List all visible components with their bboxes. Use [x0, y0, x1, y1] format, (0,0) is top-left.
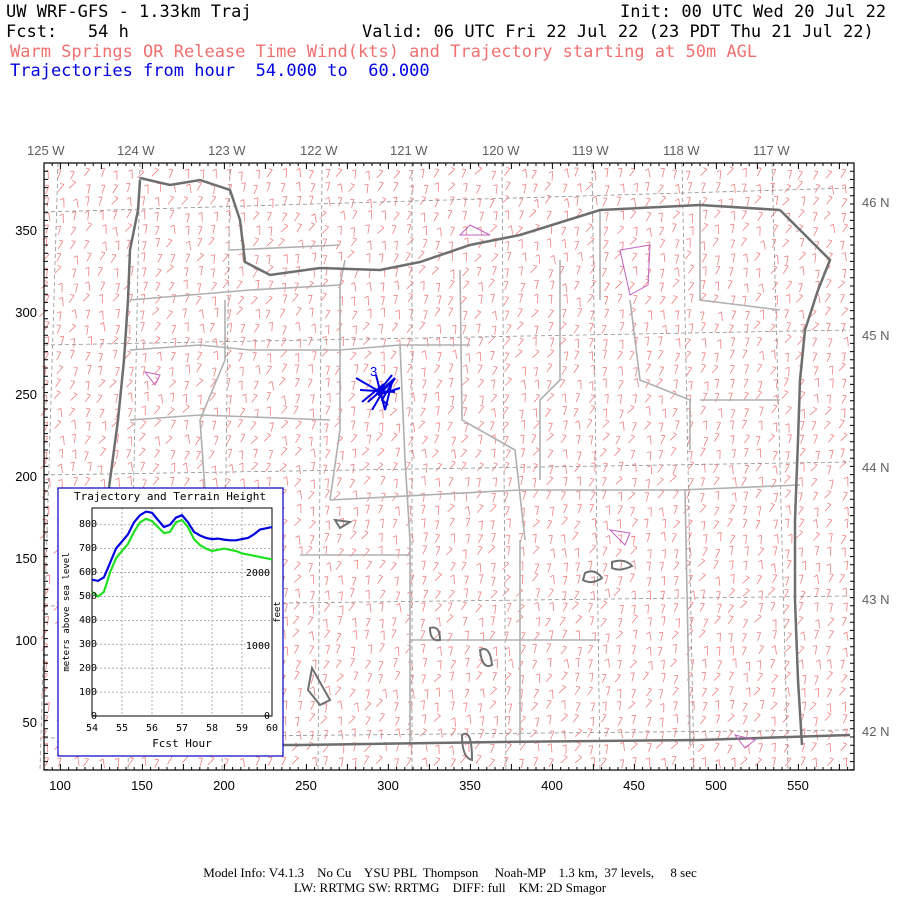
- inset-y-tick: 400: [79, 615, 97, 626]
- inset-y2-tick: 1000: [246, 641, 270, 652]
- y-tick-label: 150: [15, 551, 37, 566]
- lon-label: 119 W: [572, 143, 609, 158]
- inset-y2-axis-title: feet: [273, 601, 283, 623]
- lon-label: 123 W: [208, 143, 246, 158]
- lakes: [306, 518, 634, 762]
- x-tick-label: 250: [295, 778, 317, 793]
- inset-x-axis-title: Fcst Hour: [152, 737, 212, 750]
- x-tick-label: 100: [49, 778, 71, 793]
- x-tick-label: 400: [541, 778, 563, 793]
- y-tick-label: 50: [23, 715, 37, 730]
- inset-x-tick: 55: [116, 723, 128, 734]
- lat-label: 42 N: [862, 724, 889, 739]
- init-time: Init: 00 UTC Wed 20 Jul 22: [620, 2, 887, 22]
- forecast-hour: Fcst: 54 h: [6, 22, 129, 42]
- terrain-height-line: [91, 517, 273, 598]
- longitude-labels: 125 W 124 W 123 W 122 W 121 W 120 W 119 …: [27, 143, 790, 158]
- x-axis-labels: 100 150 200 250 300 350 400 450 500 550: [49, 778, 809, 793]
- trajectory-path: [355, 374, 401, 411]
- frame-ticks: [43, 162, 854, 771]
- map-description: Warm Springs OR Release Time Wind(kts) a…: [10, 42, 758, 62]
- inset-series: [91, 510, 273, 598]
- x-tick-label: 350: [459, 778, 481, 793]
- lon-label: 120 W: [482, 143, 520, 158]
- x-tick-label: 150: [131, 778, 153, 793]
- lat-label: 43 N: [862, 592, 889, 607]
- county-boundaries: [129, 200, 801, 746]
- inset-y-tick: 100: [79, 687, 97, 698]
- lon-label: 125 W: [27, 143, 65, 158]
- inset-x-labels: 54 55 56 57 58 59 60: [86, 723, 278, 734]
- y-tick-label: 350: [15, 223, 37, 238]
- lon-label: 121 W: [390, 143, 428, 158]
- lat-label: 46 N: [862, 195, 889, 210]
- inset-x-tick: 54: [86, 723, 98, 734]
- x-tick-label: 450: [623, 778, 645, 793]
- y-tick-label: 100: [15, 633, 37, 648]
- lon-label: 117 W: [753, 143, 790, 158]
- model-info-line-1: Model Info: V4.1.3 No Cu YSU PBL Thompso…: [203, 865, 697, 880]
- inset-y-tick: 300: [79, 639, 97, 650]
- inset-x-tick: 57: [176, 723, 188, 734]
- frame-tick-marks: [43, 162, 854, 771]
- trajectory-range: Trajectories from hour 54.000 to 60.000: [10, 61, 430, 81]
- inset-x-tick: 59: [236, 723, 248, 734]
- x-tick-label: 550: [787, 778, 809, 793]
- inset-y-tick: 600: [79, 567, 97, 578]
- model-info-line-2: LW: RRTMG SW: RRTMG DIFF: full KM: 2D Sm…: [293, 880, 607, 895]
- model-title: UW WRF-GFS - 1.33km Traj: [6, 2, 252, 22]
- inset-y-left-labels: 0 100 200 300 400 500 600 700 800: [79, 519, 97, 722]
- y-axis-labels: 350 300 250 200 150 100 50: [15, 223, 37, 730]
- inset-title: Trajectory and Terrain Height: [74, 490, 266, 503]
- y-tick-label: 300: [15, 305, 37, 320]
- water-features: [143, 224, 757, 749]
- latitude-labels: 46 N 45 N 44 N 43 N 42 N: [862, 195, 889, 739]
- lon-label: 122 W: [300, 143, 338, 158]
- trajectory-hour-marker: 3: [370, 364, 377, 379]
- lat-label: 44 N: [862, 460, 889, 475]
- x-tick-label: 300: [377, 778, 399, 793]
- inset-y-tick: 200: [79, 663, 97, 674]
- inset-y-tick: 0: [91, 711, 97, 722]
- inset-y-tick: 500: [79, 591, 97, 602]
- lon-label: 124 W: [117, 143, 155, 158]
- inset-y-axis-title: meters above sea level: [62, 552, 72, 671]
- trajectory-height-line: [91, 510, 273, 583]
- inset-plot-area: [91, 507, 273, 717]
- valid-time: Valid: 06 UTC Fri 22 Jul 22 (23 PDT Thu …: [362, 22, 874, 42]
- lat-label: 45 N: [862, 328, 889, 343]
- inset-y-tick: 800: [79, 519, 97, 530]
- x-tick-label: 500: [705, 778, 727, 793]
- inset-x-tick: 56: [146, 723, 158, 734]
- inset-x-tick: 60: [266, 723, 278, 734]
- lon-label: 118 W: [663, 143, 700, 158]
- inset-x-tick: 58: [206, 723, 218, 734]
- inset-y-right-labels: 0 1000 2000: [246, 568, 270, 722]
- x-tick-label: 200: [213, 778, 235, 793]
- inset-y-tick: 700: [79, 543, 97, 554]
- inset-y2-tick: 2000: [246, 568, 270, 579]
- y-tick-label: 200: [15, 469, 37, 484]
- y-tick-label: 250: [15, 387, 37, 402]
- inset-y2-tick: 0: [264, 711, 270, 722]
- trajectory-terrain-inset: Trajectory and Terrain Height 0 100 200 …: [57, 487, 284, 757]
- inset-grid: [92, 508, 272, 716]
